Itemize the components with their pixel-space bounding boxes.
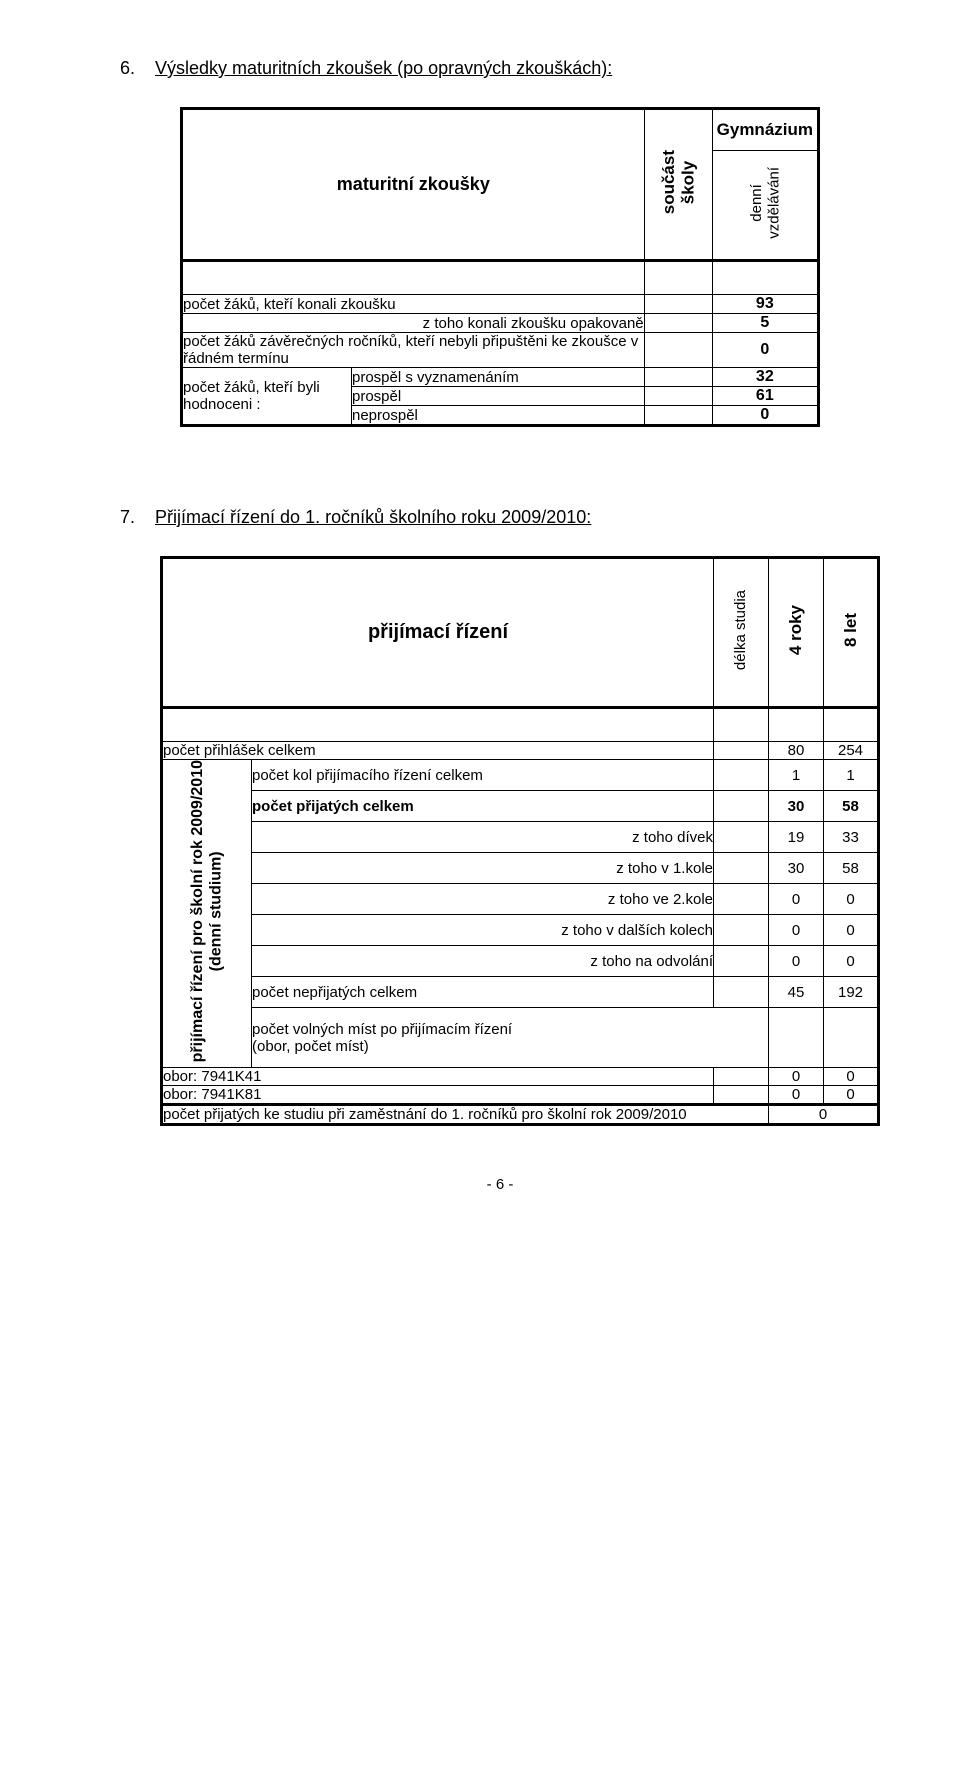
section7-heading: 7. Přijímací řízení do 1. ročníků školní… — [120, 507, 880, 528]
t1-col-right: denní vzdělávání — [712, 151, 818, 261]
t2-r1-b: 254 — [824, 742, 879, 760]
t2-r13-val: 0 — [769, 1105, 879, 1125]
t2-r8-label: z toho na odvolání — [252, 946, 714, 977]
section7-number: 7. — [120, 507, 150, 528]
t2-r12-label: obor: 7941K81 — [162, 1086, 714, 1105]
t2-r4-b: 33 — [824, 822, 879, 853]
t2-r2-label: počet kol přijímacího řízení celkem — [252, 760, 714, 791]
t2-big-label-text: přijímací řízení pro školní rok 2009/201… — [189, 760, 226, 1062]
t2-r6-b: 0 — [824, 884, 879, 915]
t1-r1-val: 93 — [712, 295, 818, 314]
page: 6. Výsledky maturitních zkoušek (po opra… — [0, 0, 960, 1233]
t2-r12-b: 0 — [824, 1086, 879, 1105]
t2-r1-label: počet přihlášek celkem — [162, 742, 714, 760]
t1-col-mid: součást školy — [644, 109, 712, 261]
t2-r3-b: 58 — [824, 791, 879, 822]
t2-col2-text: 4 roky — [786, 605, 806, 655]
t2-r7-a: 0 — [769, 915, 824, 946]
t2-r5-b: 58 — [824, 853, 879, 884]
t2-r9-b: 192 — [824, 977, 879, 1008]
section6-number: 6. — [120, 58, 150, 79]
t2-r9-a: 45 — [769, 977, 824, 1008]
t2-r6-label: z toho ve 2.kole — [252, 884, 714, 915]
page-footer: - 6 - — [120, 1176, 880, 1193]
t1-r3-label: počet žáků závěrečných ročníků, kteří ne… — [182, 333, 645, 368]
t2-r11-a: 0 — [769, 1068, 824, 1086]
t2-r10-label: počet volných míst po přijímacím řízení … — [252, 1008, 769, 1068]
t2-r4-label: z toho dívek — [252, 822, 714, 853]
t1-r5-val: 61 — [712, 387, 818, 406]
section6-heading: 6. Výsledky maturitních zkoušek (po opra… — [120, 58, 880, 79]
t1-r4-label: prospěl s vyznamenáním — [352, 368, 645, 387]
t2-r9-label: počet nepřijatých celkem — [252, 977, 714, 1008]
t2-r7-b: 0 — [824, 915, 879, 946]
t2-col3-text: 8 let — [841, 613, 861, 647]
t1-r4-val: 32 — [712, 368, 818, 387]
t2-r4-a: 19 — [769, 822, 824, 853]
t1-r5-label: prospěl — [352, 387, 645, 406]
table-prijimaci: přijímací řízení délka studia 4 roky 8 l… — [160, 556, 880, 1126]
t1-r1-label: počet žáků, kteří konali zkoušku — [182, 295, 645, 314]
t2-col1: délka studia — [714, 558, 769, 708]
t2-r8-b: 0 — [824, 946, 879, 977]
t2-r11-label: obor: 7941K41 — [162, 1068, 714, 1086]
t1-r6-val: 0 — [712, 406, 818, 426]
section7-title: Přijímací řízení do 1. ročníků školního … — [155, 507, 591, 527]
t2-col3: 8 let — [824, 558, 879, 708]
t2-r3-label: počet přijatých celkem — [252, 791, 714, 822]
t2-r6-a: 0 — [769, 884, 824, 915]
t1-col-mid-text: součást školy — [659, 150, 698, 214]
table-maturita: maturitní zkoušky součást školy Gymnáziu… — [180, 107, 820, 427]
t1-group-label: počet žáků, kteří byli hodnoceni : — [182, 368, 352, 426]
t2-r7-label: z toho v dalších kolech — [252, 915, 714, 946]
t1-col-right-text: denní vzdělávání — [748, 167, 783, 239]
t2-r5-a: 30 — [769, 853, 824, 884]
t2-r1-a: 80 — [769, 742, 824, 760]
t2-col1-text: délka studia — [732, 590, 749, 670]
t2-r12-a: 0 — [769, 1086, 824, 1105]
t2-left-header: přijímací řízení — [162, 558, 714, 708]
t2-r5-label: z toho v 1.kole — [252, 853, 714, 884]
t1-r2-val: 5 — [712, 314, 818, 333]
t2-r13-label: počet přijatých ke studiu při zaměstnání… — [162, 1105, 769, 1125]
t2-r3-a: 30 — [769, 791, 824, 822]
t2-big-label: přijímací řízení pro školní rok 2009/201… — [162, 760, 252, 1068]
t1-r6-label: neprospěl — [352, 406, 645, 426]
t1-col-group: Gymnázium — [712, 109, 818, 151]
t1-r2-label: z toho konali zkoušku opakovaně — [182, 314, 645, 333]
t2-col2: 4 roky — [769, 558, 824, 708]
t2-r2-b: 1 — [824, 760, 879, 791]
t2-r11-b: 0 — [824, 1068, 879, 1086]
t1-left-header: maturitní zkoušky — [182, 109, 645, 261]
t2-r2-a: 1 — [769, 760, 824, 791]
t1-r3-val: 0 — [712, 333, 818, 368]
section6-title: Výsledky maturitních zkoušek (po opravný… — [155, 58, 612, 78]
t2-r8-a: 0 — [769, 946, 824, 977]
